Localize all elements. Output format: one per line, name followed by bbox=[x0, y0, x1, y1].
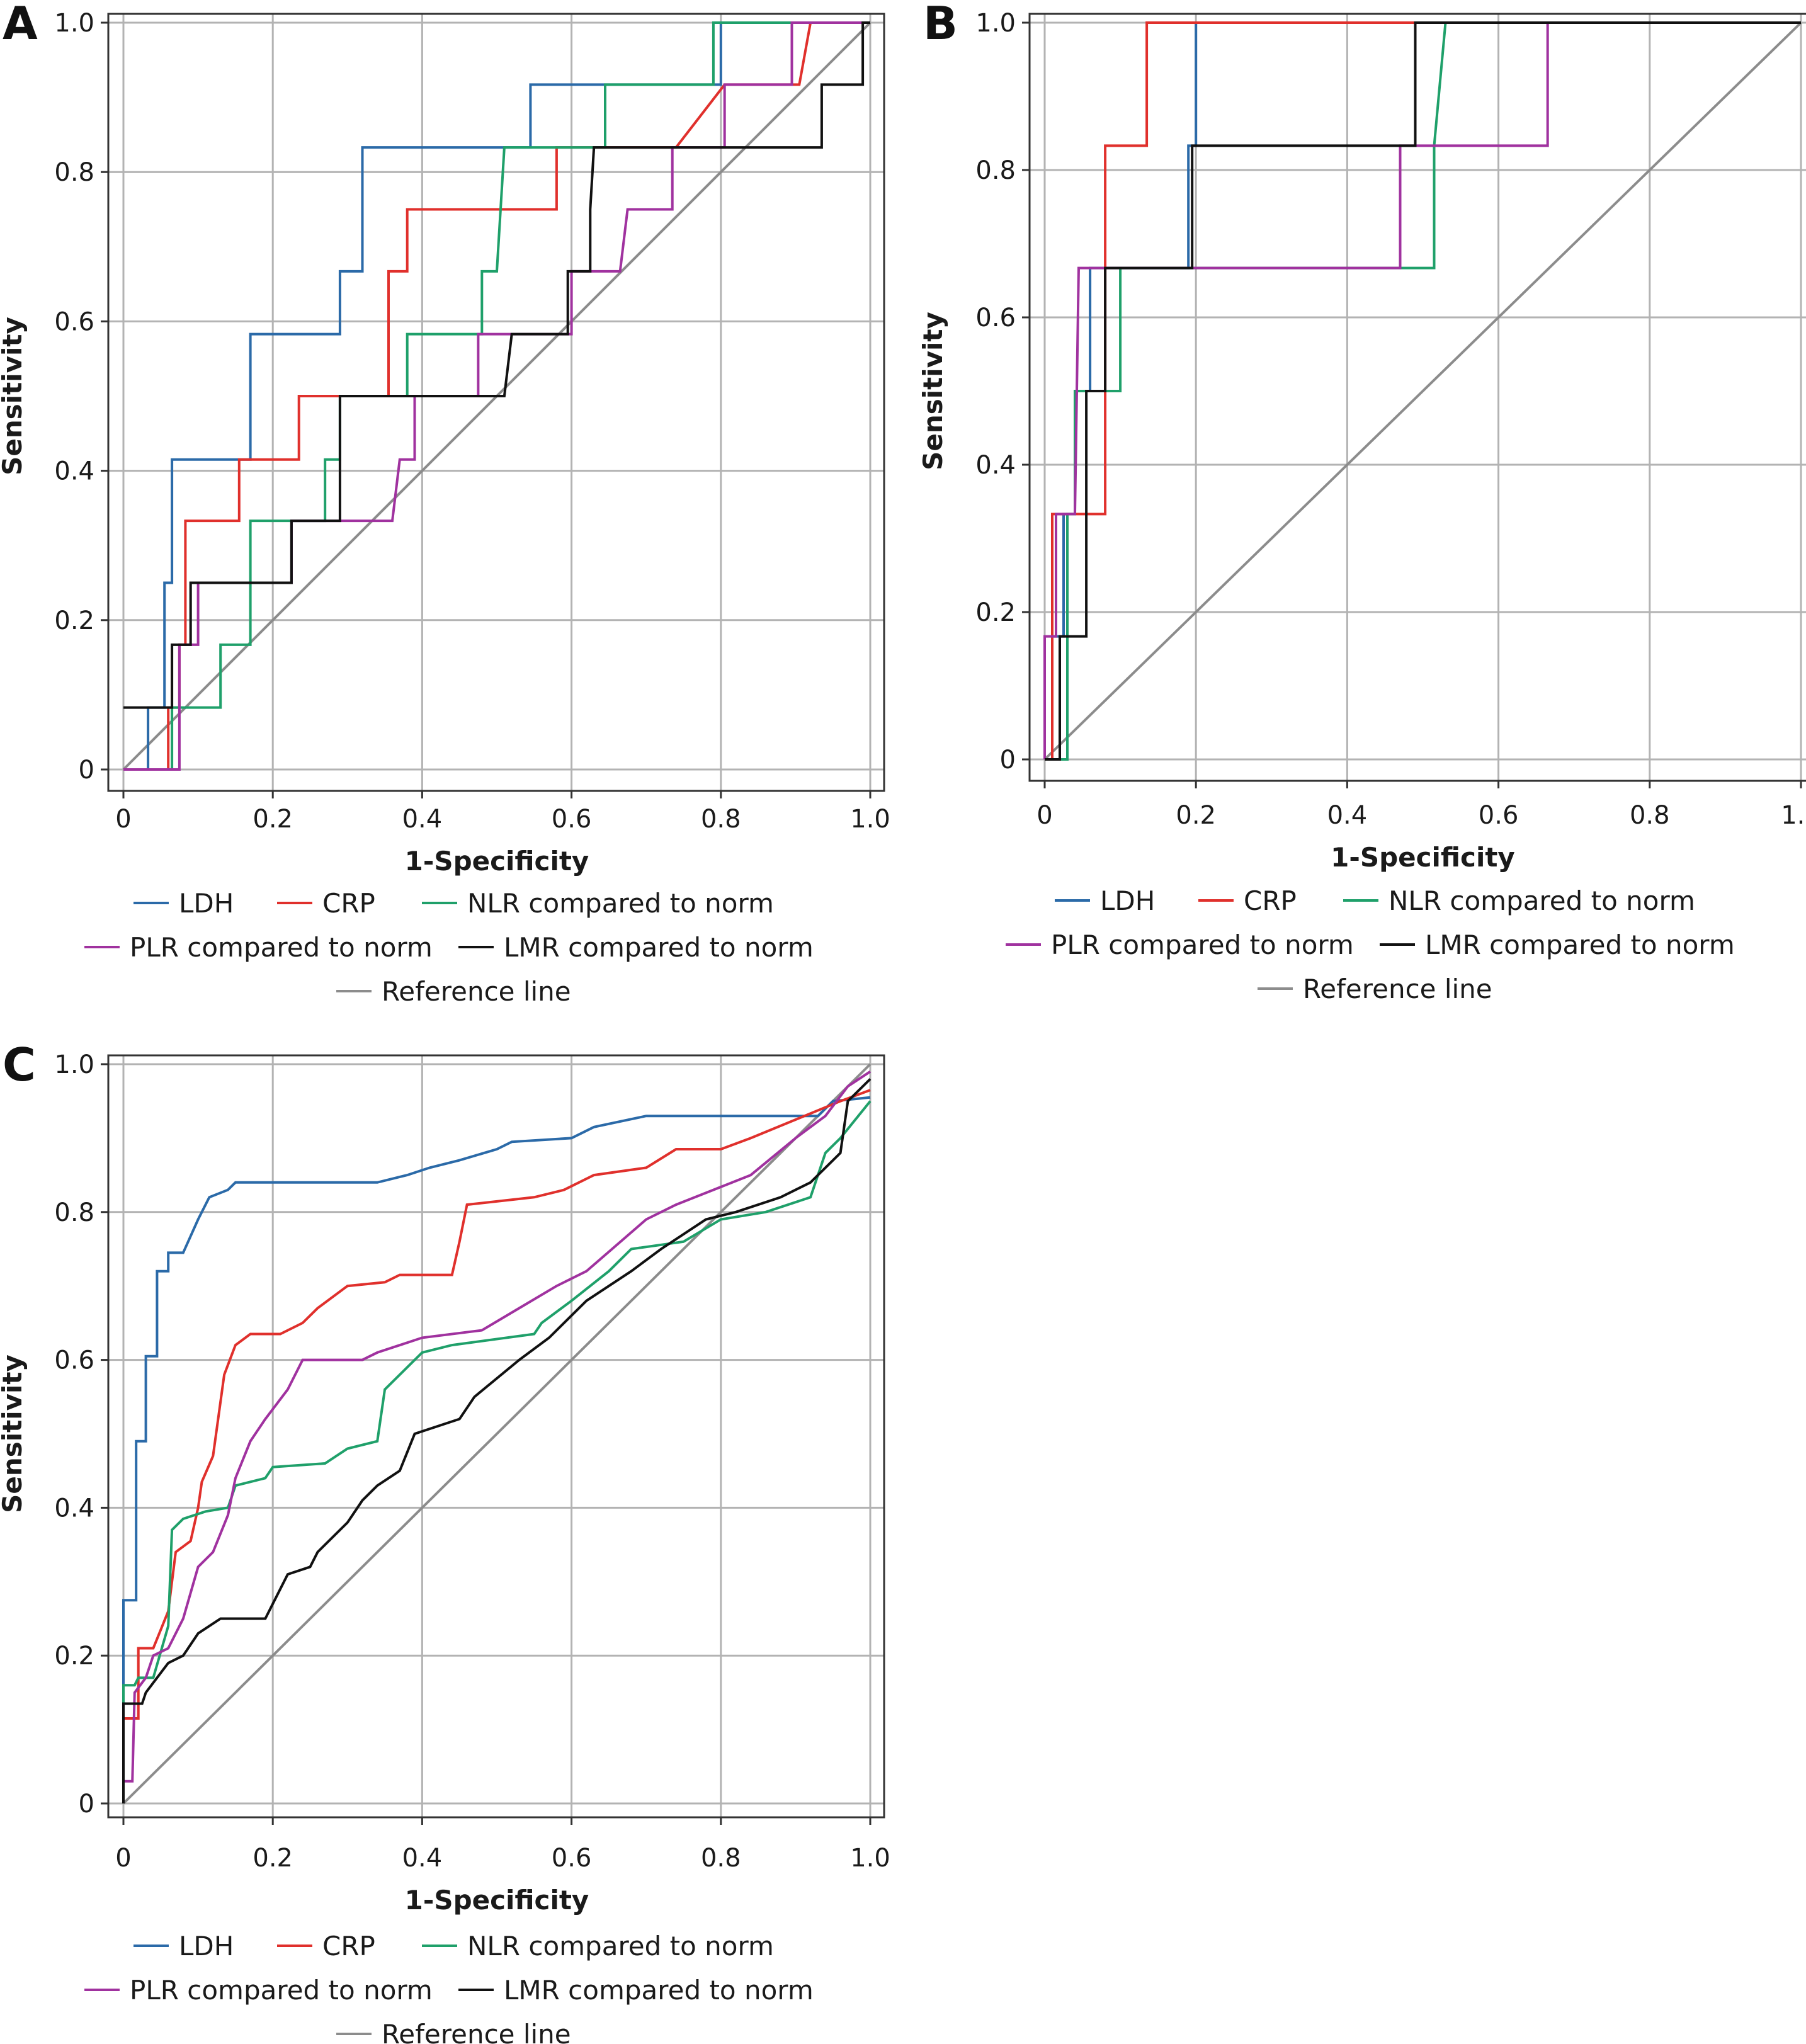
legend: LDH CRP NLR compared to norm PLR compared t… bbox=[84, 888, 814, 1007]
legend-label-ldh: LDH bbox=[179, 888, 234, 919]
x-tick-label: 0.2 bbox=[253, 1844, 293, 1873]
legend-label-lmr-compared-to-norm: LMR compared to norm bbox=[504, 932, 814, 963]
legend-label-reference-line: Reference line bbox=[1303, 974, 1492, 1004]
series-line-ldh bbox=[122, 1096, 871, 1803]
series-line-nlr-compared-to-norm bbox=[1045, 21, 1801, 761]
plot-frame bbox=[107, 13, 885, 792]
x-tick-label: 0.4 bbox=[402, 1844, 443, 1873]
legend-label-nlr-compared-to-norm: NLR compared to norm bbox=[467, 888, 774, 919]
y-axis-title: Sensitivity bbox=[917, 312, 948, 470]
x-tick-label: 0.2 bbox=[253, 805, 293, 834]
series-line-lmr-compared-to-norm bbox=[1045, 21, 1801, 761]
panel-c: C 0 0.2 0.4 0.6 0.8 1.0 0 0.2 0.4 0.6 0.8 1.0 1-Speci… bbox=[0, 1038, 890, 2044]
legend-label-reference-line: Reference line bbox=[382, 976, 571, 1007]
x-tick-label: 0.4 bbox=[402, 805, 443, 834]
y-tick-label: 0.2 bbox=[54, 606, 94, 635]
plot-frame bbox=[1028, 13, 1806, 782]
y-tick-label: 0 bbox=[79, 1790, 94, 1819]
y-axis-title: Sensitivity bbox=[0, 317, 28, 475]
plot-frame bbox=[107, 1054, 885, 1819]
panel-a: A 0 0.2 0.4 0.6 0.8 1.0 0 0.2 0.4 0.6 0.8 1.0 1-Speci… bbox=[0, 0, 890, 1007]
series-line-plr-compared-to-norm bbox=[123, 21, 870, 771]
x-tick-label: 1.0 bbox=[850, 805, 890, 834]
y-tick-label: 0.8 bbox=[54, 1198, 94, 1227]
y-tick-label: 1.0 bbox=[54, 1050, 94, 1079]
x-tick-label: 0.4 bbox=[1327, 801, 1368, 830]
y-tick-label: 0.6 bbox=[975, 304, 1016, 332]
y-tick-label: 0.6 bbox=[54, 1346, 94, 1375]
series-line-crp bbox=[122, 1089, 871, 1803]
legend-label-crp: CRP bbox=[322, 1931, 375, 1962]
y-tick-label: 1.0 bbox=[54, 9, 94, 38]
panel-letter: C bbox=[3, 1038, 36, 1091]
x-tick-label: 0.8 bbox=[701, 805, 741, 834]
legend: LDH CRP NLR compared to norm PLR compared t… bbox=[84, 1931, 814, 2044]
legend-label-lmr-compared-to-norm: LMR compared to norm bbox=[504, 1975, 814, 2006]
series-line-reference-line bbox=[122, 1063, 872, 1805]
legend-label-crp: CRP bbox=[322, 888, 375, 919]
series-line-plr-compared-to-norm bbox=[1043, 21, 1801, 759]
panel-letter: A bbox=[3, 0, 38, 50]
x-tick-label: 1.0 bbox=[850, 1844, 890, 1873]
x-tick-label: 0.8 bbox=[701, 1844, 741, 1873]
legend-label-nlr-compared-to-norm: NLR compared to norm bbox=[1389, 885, 1695, 916]
x-tick-label: 0.2 bbox=[1176, 801, 1216, 830]
y-tick-label: 0 bbox=[79, 756, 94, 785]
legend-label-plr-compared-to-norm: PLR compared to norm bbox=[130, 932, 433, 963]
x-tick-label: 0 bbox=[115, 805, 131, 834]
y-tick-label: 1.0 bbox=[975, 9, 1016, 38]
legend-label-nlr-compared-to-norm: NLR compared to norm bbox=[467, 1931, 774, 1962]
x-tick-label: 0.8 bbox=[1630, 801, 1670, 830]
y-tick-label: 0.4 bbox=[54, 1494, 94, 1523]
x-axis-title: 1-Specificity bbox=[1331, 842, 1515, 873]
x-axis-title: 1-Specificity bbox=[405, 846, 589, 877]
x-tick-label: 0.6 bbox=[552, 1844, 592, 1873]
x-tick-label: 1.0 bbox=[1781, 801, 1806, 830]
x-tick-label: 0.6 bbox=[552, 805, 592, 834]
series-line-lmr-compared-to-norm bbox=[122, 1078, 872, 1803]
series-line-plr-compared-to-norm bbox=[122, 1070, 872, 1803]
y-tick-label: 0.2 bbox=[975, 598, 1016, 627]
series-line-lmr-compared-to-norm bbox=[123, 21, 870, 709]
x-tick-label: 0.6 bbox=[1479, 801, 1519, 830]
legend-label-ldh: LDH bbox=[1100, 885, 1155, 916]
x-tick-label: 0 bbox=[1036, 801, 1052, 830]
legend-label-ldh: LDH bbox=[179, 1931, 234, 1962]
y-tick-label: 0 bbox=[1000, 746, 1016, 775]
y-tick-label: 0.8 bbox=[54, 158, 94, 187]
x-tick-label: 0 bbox=[115, 1844, 131, 1873]
y-tick-label: 0.4 bbox=[54, 457, 94, 486]
legend-label-lmr-compared-to-norm: LMR compared to norm bbox=[1425, 929, 1735, 960]
legend: LDH CRP NLR compared to norm PLR compared t… bbox=[1006, 885, 1735, 1004]
y-axis-title: Sensitivity bbox=[0, 1354, 28, 1513]
y-tick-label: 0.4 bbox=[975, 451, 1016, 480]
y-tick-label: 0.8 bbox=[975, 156, 1016, 185]
series-line-reference-line bbox=[1043, 21, 1802, 761]
legend-label-plr-compared-to-norm: PLR compared to norm bbox=[1051, 929, 1354, 960]
y-tick-label: 0.2 bbox=[54, 1642, 94, 1671]
y-tick-label: 0.6 bbox=[54, 307, 94, 336]
panel-b: B 0 0.2 0.4 0.6 0.8 1.0 0 0.2 0.4 0.6 0.8 1.0 1-Speci… bbox=[917, 0, 1806, 1004]
legend-label-reference-line: Reference line bbox=[382, 2019, 571, 2044]
series-line-nlr-compared-to-norm bbox=[122, 1100, 872, 1803]
panel-letter: B bbox=[923, 0, 958, 50]
gridlines bbox=[108, 14, 884, 791]
legend-label-plr-compared-to-norm: PLR compared to norm bbox=[130, 1975, 433, 2006]
legend-label-crp: CRP bbox=[1244, 885, 1297, 916]
x-axis-title: 1-Specificity bbox=[405, 1885, 589, 1916]
